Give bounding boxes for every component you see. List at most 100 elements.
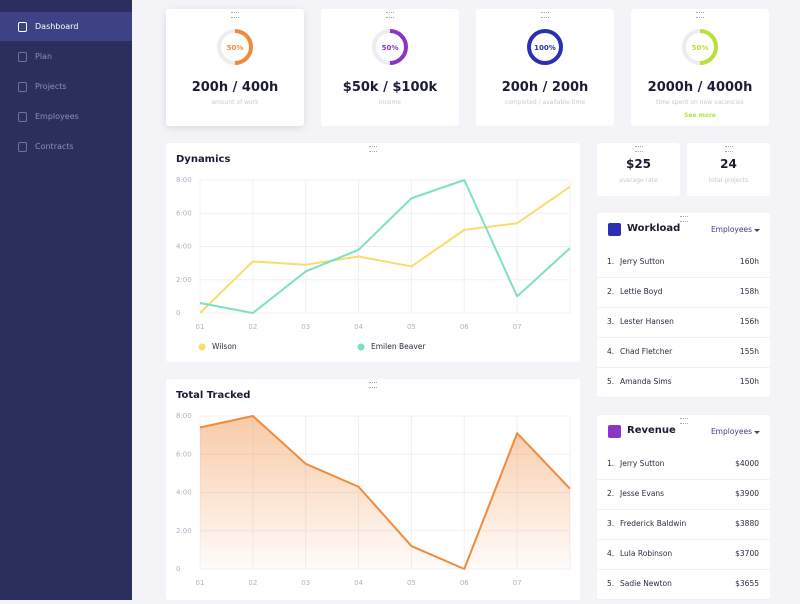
panel-title: Revenue [627, 425, 676, 436]
rank: 2. [607, 489, 615, 498]
x-tick-label: 02 [248, 323, 257, 331]
x-tick-label: 06 [460, 323, 469, 331]
small-stat-card: $25 average rate [597, 143, 680, 196]
list-row: 5. Sadie Newton $3655 [597, 569, 770, 600]
nav-icon [18, 52, 27, 62]
area [200, 416, 570, 569]
stat-card: 50% $50k / $100k income [321, 9, 459, 126]
filter-dropdown[interactable]: Employees [710, 225, 752, 234]
line [199, 179, 571, 314]
rank: 4. [607, 347, 615, 356]
small-stat-value: $25 [625, 157, 652, 171]
x-tick-label: 01 [196, 579, 205, 587]
rank: 3. [607, 519, 615, 528]
y-tick-label: 6:00 [176, 209, 192, 217]
small-stat-caption: average rate [619, 177, 658, 184]
nav-label: Dashboard [35, 22, 79, 31]
y-tick-label: 8:00 [176, 176, 192, 184]
nav-icon [18, 22, 27, 32]
rank: 5. [607, 377, 615, 386]
x-tick-label: 06 [460, 579, 469, 587]
nav-label: Contracts [35, 142, 74, 151]
name: Lettie Boyd [620, 287, 663, 296]
ring: 50% [682, 29, 718, 65]
line [199, 415, 571, 570]
amount: 160h [739, 257, 759, 266]
amount: 158h [739, 287, 759, 296]
y-tick-label: 2:00 [176, 276, 192, 284]
chart-title: Total Tracked [176, 390, 250, 401]
rank: 3. [607, 317, 615, 326]
x-tick-label: 04 [354, 579, 363, 587]
amount: $3655 [735, 579, 759, 588]
x-tick-label: 07 [513, 579, 522, 587]
y-tick-label: 2:00 [176, 527, 192, 535]
stat-caption: amount of work [211, 99, 259, 106]
nav-item[interactable]: Employees [0, 102, 132, 131]
filter-dropdown[interactable]: Employees [710, 427, 752, 436]
amount: $3900 [735, 489, 759, 498]
name: Lula Robinson [620, 549, 673, 558]
list-row: 1. Jerry Sutton 160h [597, 247, 770, 278]
drag-handle [541, 12, 549, 18]
ring: 50% [217, 29, 253, 65]
ring: 50% [372, 29, 408, 65]
ring: 100% [527, 29, 563, 65]
x-tick-label: 05 [407, 579, 416, 587]
name: Jerry Sutton [620, 257, 665, 266]
stat-caption: completed / available time [504, 99, 586, 106]
amount: 150h [739, 377, 759, 386]
stat-caption: time spent on new vacancies [656, 99, 744, 106]
nav-icon [18, 112, 27, 122]
sidebar: Dashboard Plan Projects Employees Contracts [0, 0, 132, 600]
dropdown-caret [754, 229, 760, 235]
list-row: 5. Amanda Sims 150h [597, 367, 770, 398]
nav-item[interactable]: Plan [0, 42, 132, 71]
y-tick-label: 4:00 [176, 489, 192, 497]
panel-title: Workload [627, 223, 681, 234]
name: Frederick Baldwin [620, 519, 687, 528]
rank: 1. [607, 257, 615, 266]
y-tick-label: 6:00 [176, 450, 192, 458]
dynamics-panel: Dynamics 0 2:00 4:00 6:00 8:00 01 02 03 04 05 06 07 W… [166, 143, 580, 362]
list-row: 3. Lester Hansen 156h [597, 307, 770, 338]
rank: 1. [607, 459, 615, 468]
ring-label: 50% [382, 44, 399, 52]
x-tick-label: 01 [196, 323, 205, 331]
ring-arc [682, 29, 718, 65]
name: Jesse Evans [620, 489, 665, 498]
nav-label: Employees [35, 112, 79, 121]
tracked-chart: Total Tracked 0 2:00 4:00 6:00 8:00 01 02 03 04 05… [176, 390, 571, 587]
list-row: 2. Jesse Evans $3900 [597, 479, 770, 510]
name: Amanda Sims [620, 377, 672, 386]
x-tick-label: 03 [301, 579, 310, 587]
legend-marker [357, 343, 365, 351]
x-tick-label: 03 [301, 323, 310, 331]
amount: 155h [739, 347, 759, 356]
see-more[interactable]: See more [684, 112, 716, 119]
nav-item[interactable]: Contracts [0, 132, 132, 161]
name: Chad Fletcher [620, 347, 673, 356]
dynamics-chart: Dynamics 0 2:00 4:00 6:00 8:00 01 02 03 04 05 06 07 W… [176, 154, 571, 351]
y-tick-label: 8:00 [176, 412, 192, 420]
nav-item[interactable]: Projects [0, 72, 132, 101]
ring-label: 100% [534, 44, 556, 52]
small-stat-card: 24 total projects [687, 143, 770, 196]
rank: 4. [607, 549, 615, 558]
x-tick-label: 02 [248, 579, 257, 587]
panel-icon [608, 223, 621, 236]
workload-panel: Workload Employees 1. Jerry Sutton 160h 2. Let… [597, 213, 770, 398]
nav-label: Plan [35, 52, 53, 61]
line [199, 185, 571, 314]
dropdown-caret [754, 431, 760, 437]
stat-value: $50k / $100k [342, 80, 438, 95]
nav-icon [18, 82, 27, 92]
list-row: 2. Lettie Boyd 158h [597, 277, 770, 308]
stat-value: 2000h / 4000h [647, 80, 753, 95]
nav-item[interactable]: Dashboard [0, 12, 132, 41]
list-row: 1. Jerry Sutton $4000 [597, 449, 770, 480]
small-stat-caption: total projects [708, 177, 749, 184]
rank: 2. [607, 287, 615, 296]
ring-label: 50% [692, 44, 709, 52]
